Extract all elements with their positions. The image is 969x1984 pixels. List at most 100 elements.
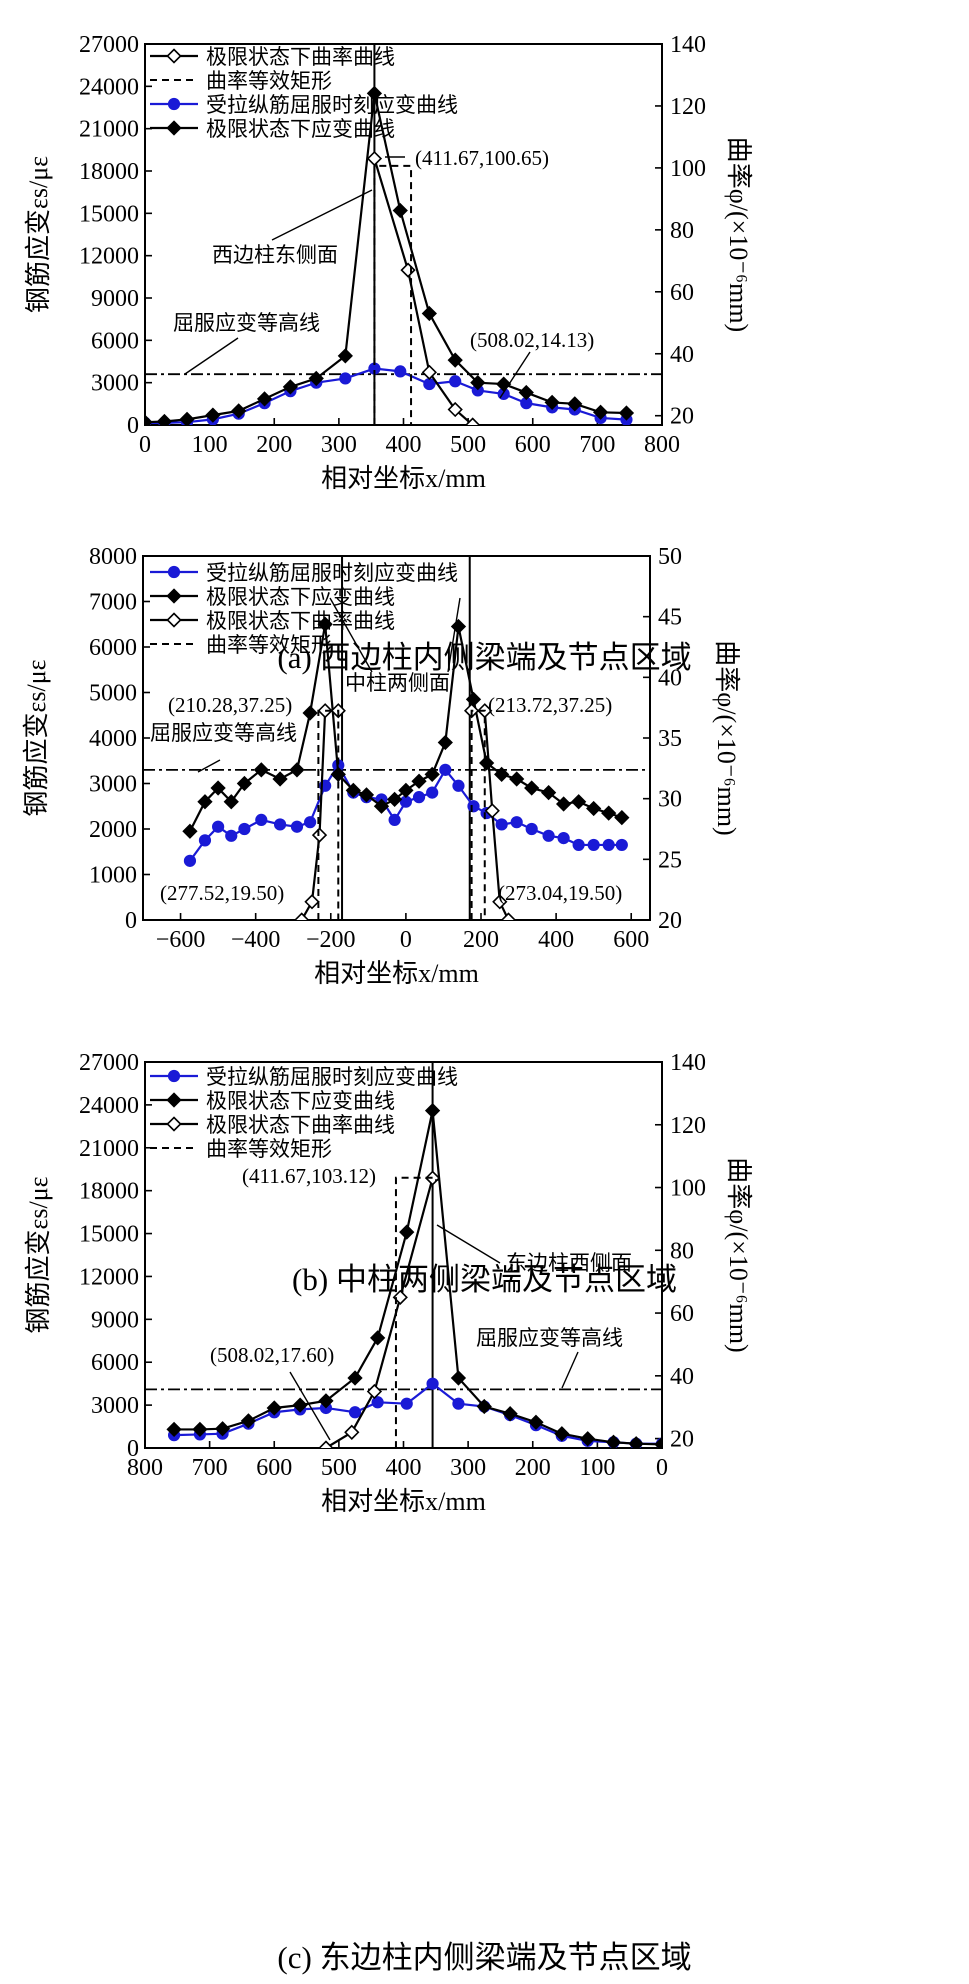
y-tick-label: 27000 [79,1050,139,1076]
data-point-blue [213,821,224,832]
data-point-blue [226,830,237,841]
legend-label: 受拉纵筋屈服时刻应变曲线 [206,1065,458,1089]
series-line-rect [396,1178,433,1448]
series-line-rect [374,166,411,425]
y-tick-label: 0 [127,413,139,439]
data-point-blue [401,1398,412,1409]
x-tick-label: 400 [386,1455,422,1481]
chart-panel-1: 0 100 200 300 400 500 600 700 800 0 3000 6000 9000 12… [24,32,753,493]
x-tick-label: 600 [613,927,649,953]
chart-panel-2: −600 −400 −200 0 200 400 600010002000300040005… [22,544,741,988]
legend-marker-blue [169,567,180,578]
data-point-blue [496,819,507,830]
y-tick-label: 0 [127,1436,139,1462]
y-tick-label: 21000 [79,1136,139,1162]
data-point-black [158,415,171,428]
data-point-black [607,1436,620,1449]
y-tick-label: 18000 [79,1179,139,1205]
x-tick-label: 0 [400,927,412,953]
x-tick-label: 0 [139,432,151,458]
y2-tick-label: 20 [670,1427,694,1453]
data-point-curv2 [502,914,515,927]
series-line-blue [190,765,622,861]
annotation-label: (273.04,19.50) [498,881,622,905]
annotation-label: (213.72,37.25) [488,693,612,717]
y-tick-label: 3000 [89,772,137,798]
legend-label: 受拉纵筋屈服时刻应变曲线 [206,561,458,585]
x-tick-label: 200 [256,432,292,458]
y-axis-label: 钢筋应变εs/με [24,156,53,313]
y-tick-label: 3000 [91,1393,139,1419]
y2-tick-label: 20 [670,404,694,430]
x-tick-label: 300 [321,432,357,458]
x-tick-label: 100 [192,432,228,458]
data-point-black [525,782,538,795]
y2-tick-label: 60 [670,1301,694,1327]
data-point-blue [275,819,286,830]
x-axis-label: 相对坐标x/mm [314,959,479,988]
data-point-blue [350,1407,361,1418]
data-point-black [394,204,407,217]
legend-marker-blue [169,99,180,110]
y-tick-label: 5000 [89,681,137,707]
legend-marker-black [168,590,181,603]
data-point-black [423,307,436,320]
annotation-leader [272,190,372,240]
x-tick-label: 600 [256,1455,292,1481]
data-point-black [426,1104,439,1117]
data-point-blue [440,764,451,775]
legend-label: 极限状态下应变曲线 [206,117,395,141]
x-tick-label: −200 [306,927,356,953]
y-tick-label: 0 [125,908,137,934]
data-point-curv [423,366,436,379]
annotation-label: (411.67,103.12) [242,1164,376,1188]
y2-tick-label: 20 [658,908,682,934]
caption-b: (b) 中柱两侧梁端及节点区域 [0,1254,969,1299]
y2-tick-label: 45 [658,605,682,631]
data-point-black [304,706,317,719]
yield-line-label: 屈服应变等高线 [150,721,297,745]
data-point-curv [368,1385,381,1398]
x-tick-label: 700 [192,1455,228,1481]
y2-tick-label: 80 [670,218,694,244]
data-point-blue [526,824,537,835]
data-point-blue [427,1378,438,1389]
y-tick-label: 2000 [89,817,137,843]
data-point-blue [427,787,438,798]
legend-label: 极限状态下曲率曲线 [206,1113,395,1137]
data-point-curv [295,914,308,927]
x-tick-label: −600 [156,927,206,953]
y-tick-label: 6000 [91,1350,139,1376]
figure-canvas: 0 100 200 300 400 500 600 700 800030006000900012… [0,0,969,1979]
annotation-label: (508.02,17.60) [210,1343,334,1367]
data-point-blue [199,835,210,846]
data-point-black [615,811,628,824]
y2-tick-label: 120 [670,94,706,120]
y2-tick-label: 140 [670,32,706,58]
data-point-blue [395,366,406,377]
y-tick-label: 12000 [79,244,139,270]
data-point-black [274,772,287,785]
data-point-curv [319,1442,332,1455]
x-tick-label: 100 [579,1455,615,1481]
legend-marker-black [168,1094,181,1107]
y-tick-label: 8000 [89,544,137,570]
data-point-blue [573,839,584,850]
data-point-black [400,1226,413,1239]
data-point-curv [345,1426,358,1439]
data-point-blue [588,839,599,850]
legend-marker-blue [169,1071,180,1082]
data-point-black [510,772,523,785]
data-point-black [587,802,600,815]
y-tick-label: 7000 [89,590,137,616]
data-point-blue [239,824,250,835]
data-point-black [602,807,615,820]
data-point-black [371,1331,384,1344]
data-point-curv [306,895,319,908]
x-tick-label: 400 [538,927,574,953]
data-point-black [139,416,152,429]
annotation-label: (411.67,100.65) [415,146,549,170]
x-axis-label: 相对坐标x/mm [321,464,486,493]
data-point-blue [543,830,554,841]
